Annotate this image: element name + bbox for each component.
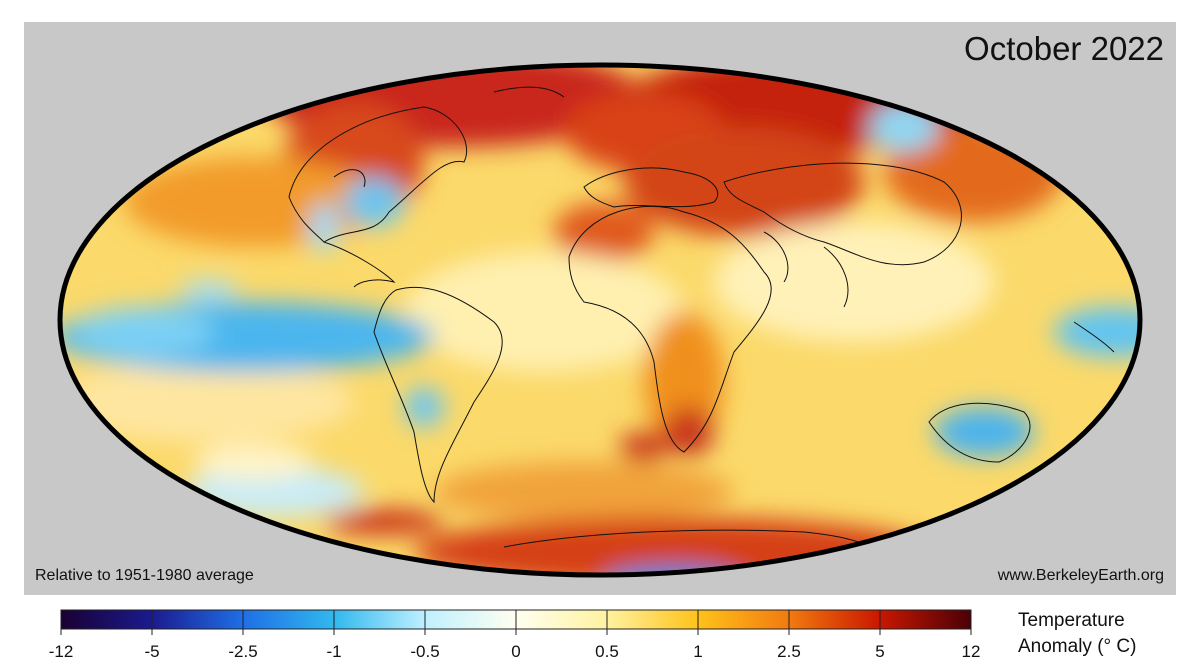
colorbar-tick-label: -0.5 (410, 642, 440, 661)
baseline-note: Relative to 1951-1980 average (35, 567, 254, 584)
colorbar-title-line2: Anomaly (° C) (1018, 636, 1137, 657)
colorbar-tick-label: 0.5 (595, 642, 619, 661)
colorbar-tick-label: -12 (48, 642, 74, 661)
anomaly-field (60, 65, 1140, 575)
colorbar-tick-label: 1 (693, 642, 703, 661)
colorbar-tick-label: -2.5 (228, 642, 258, 661)
colorbar-tick-label: 5 (875, 642, 885, 661)
colorbar-tick-label: 12 (961, 642, 981, 661)
source-url: www.BerkeleyEarth.org (997, 567, 1164, 584)
map-title: October 2022 (964, 30, 1164, 67)
colorbar-title: Temperature Anomaly (° C) (1018, 608, 1136, 660)
map-panel: October 2022 Relative to 1951-1980 avera… (24, 22, 1176, 595)
colorbar: -12 -5 -2.5 -1 -0.5 0 0.5 1 2.5 5 12 Temperature A… (0, 600, 1200, 670)
colorbar-ticks (60, 610, 972, 635)
colorbar-tick-label: 0 (511, 642, 521, 661)
colorbar-tick-label: -1 (326, 642, 342, 661)
map-border (57, 62, 1143, 578)
colorbar-title-line1: Temperature (1018, 610, 1125, 631)
colorbar-tick-label: 2.5 (777, 642, 801, 661)
colorbar-tick-label: -5 (144, 642, 160, 661)
anomaly-map (57, 62, 1143, 578)
colorbar-svg (60, 609, 972, 635)
